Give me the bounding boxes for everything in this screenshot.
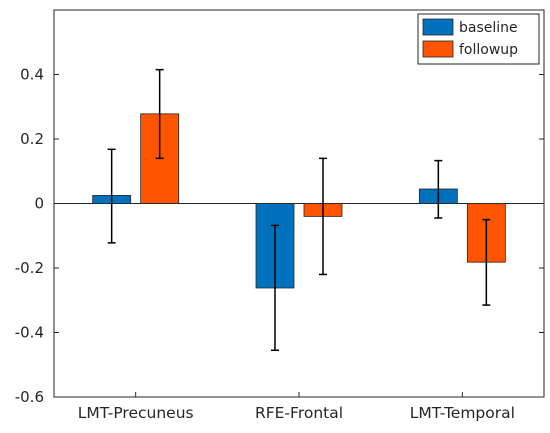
x-category-label: LMT-Precuneus (78, 404, 194, 422)
y-tick-label: 0 (34, 195, 44, 213)
y-tick-label: -0.2 (15, 259, 44, 277)
legend-label-baseline: baseline (459, 20, 518, 36)
x-category-label: LMT-Temporal (410, 404, 515, 422)
y-tick-label: -0.4 (15, 324, 44, 342)
legend-swatch-followup (422, 40, 454, 58)
y-tick-label: 0.2 (20, 130, 44, 148)
y-tick-label: -0.6 (15, 388, 44, 406)
x-category-label: RFE-Frontal (255, 404, 343, 422)
legend-swatch-baseline (422, 18, 454, 36)
y-tick-label: 0.4 (20, 66, 44, 84)
legend-label-followup: followup (459, 42, 518, 58)
